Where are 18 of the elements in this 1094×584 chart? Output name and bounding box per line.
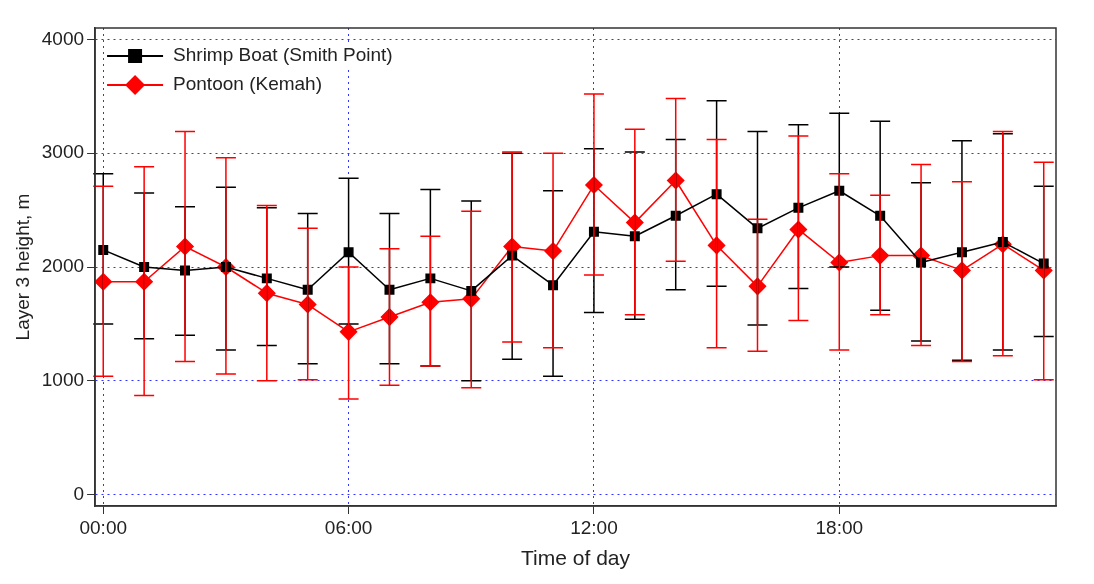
point (707, 236, 726, 255)
y-tick-label: 2000 (41, 255, 85, 277)
point (666, 171, 685, 190)
x-axis-title: Time of day (521, 546, 631, 570)
point (298, 295, 317, 314)
y-tick-label: 0 (73, 482, 85, 504)
point (343, 247, 354, 258)
point (789, 220, 808, 239)
x-tick-label: 12:00 (570, 516, 618, 538)
y-tick-label: 4000 (41, 27, 85, 49)
legend-label: Pontoon (Kemah) (173, 73, 322, 95)
legend-label: Shrimp Boat (Smith Point) (173, 44, 393, 66)
x-tick-label: 18:00 (815, 516, 864, 538)
x-tick-label: 06:00 (324, 516, 373, 538)
y-tick-label: 3000 (41, 141, 85, 163)
y-tick-label: 1000 (41, 369, 85, 391)
x-tick-label: 00:00 (79, 516, 128, 538)
y-axis-title: Layer 3 height, m (11, 193, 33, 341)
